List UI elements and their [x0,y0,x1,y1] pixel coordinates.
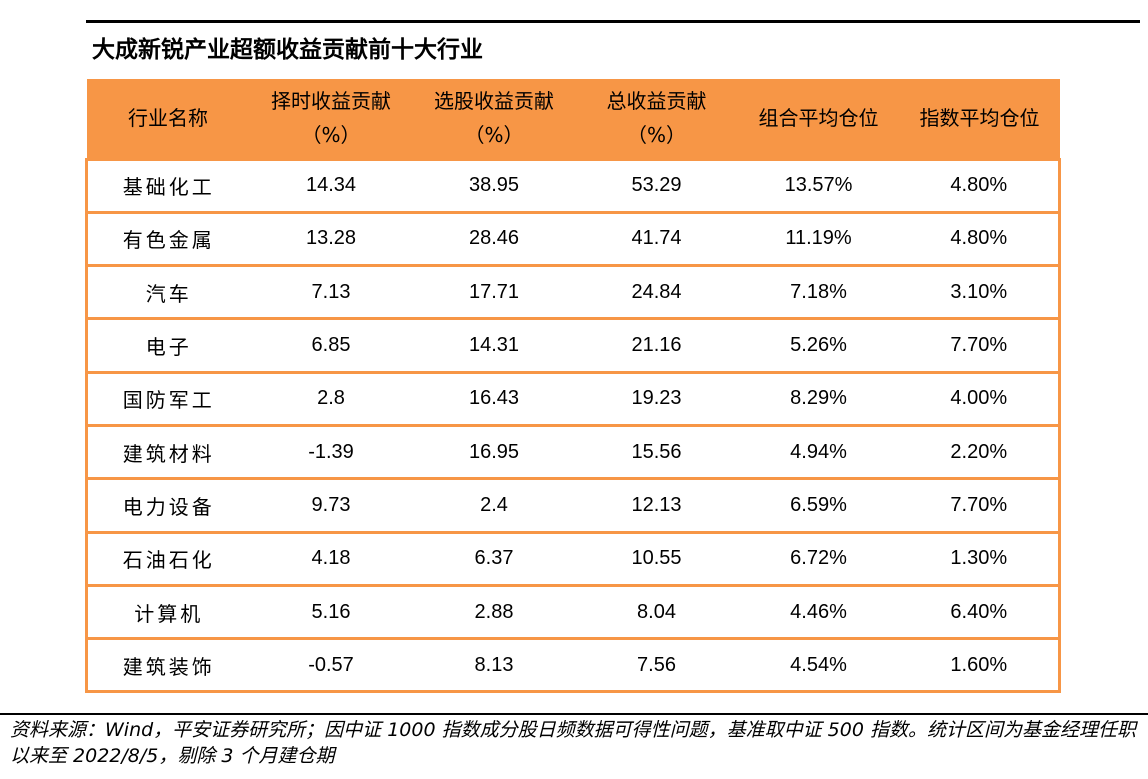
cell-timing: 14.34 [249,157,413,213]
cell-portfolio-weight: 4.54% [737,637,900,694]
table-row: 基础化工 14.34 38.95 53.29 13.57% 4.80% [85,157,1061,213]
header-timing-contribution: 择时收益贡献 （%） [250,79,413,159]
cell-selection: 17.71 [412,264,576,319]
cell-industry: 电子 [85,317,250,373]
cell-total: 10.55 [575,530,738,586]
table-row: 汽车 7.13 17.71 24.84 7.18% 3.10% [85,264,1061,319]
header-line1: 指数平均仓位 [919,106,1040,131]
cell-selection: 2.4 [412,477,576,533]
cell-portfolio-weight: 13.57% [737,157,900,213]
cell-selection: 2.88 [412,583,576,639]
header-portfolio-avg-weight: 组合平均仓位 [738,79,900,159]
cell-total: 8.04 [575,583,738,639]
cell-timing: 9.73 [249,477,413,533]
cell-timing: 2.8 [249,370,413,426]
table-title: 大成新锐产业超额收益贡献前十大行业 [92,37,483,63]
cell-industry: 汽车 [85,264,250,319]
header-index-avg-weight: 指数平均仓位 [900,79,1060,159]
header-line2: （%） [464,123,524,148]
header-selection-contribution: 选股收益贡献 （%） [413,79,576,159]
header-line1: 总收益贡献 [606,89,707,114]
cell-index-weight: 4.80% [899,157,1061,213]
cell-total: 41.74 [575,210,738,266]
cell-total: 7.56 [575,637,738,694]
cell-portfolio-weight: 7.18% [737,264,900,319]
table-row: 石油石化 4.18 6.37 10.55 6.72% 1.30% [85,530,1061,586]
industry-contribution-table: 行业名称 择时收益贡献 （%） 选股收益贡献 （%） 总收益贡献 （%） 组合平… [85,79,1061,694]
cell-total: 19.23 [575,370,738,426]
cell-timing: 4.18 [249,530,413,586]
cell-selection: 16.43 [412,370,576,426]
cell-portfolio-weight: 8.29% [737,370,900,426]
cell-industry: 有色金属 [85,210,250,266]
header-line1: 组合平均仓位 [758,106,879,131]
cell-selection: 6.37 [412,530,576,586]
cell-selection: 8.13 [412,637,576,694]
header-total-contribution: 总收益贡献 （%） [576,79,738,159]
table-row: 有色金属 13.28 28.46 41.74 11.19% 4.80% [85,210,1061,266]
cell-timing: -0.57 [249,637,413,694]
cell-index-weight: 4.80% [899,210,1061,266]
cell-timing: 5.16 [249,583,413,639]
cell-index-weight: 3.10% [899,264,1061,319]
header-line2: （%） [626,123,686,148]
cell-total: 15.56 [575,423,738,479]
table-row: 电力设备 9.73 2.4 12.13 6.59% 7.70% [85,477,1061,533]
cell-timing: -1.39 [249,423,413,479]
cell-total: 53.29 [575,157,738,213]
header-line1: 行业名称 [128,106,208,131]
header-line1: 选股收益贡献 [434,89,554,114]
cell-industry: 建筑材料 [85,423,250,479]
source-note: 资料来源：Wind，平安证券研究所；因中证 1000 指数成分股日频数据可得性问… [10,719,1136,767]
cell-selection: 16.95 [412,423,576,479]
cell-selection: 28.46 [412,210,576,266]
cell-selection: 14.31 [412,317,576,373]
bottom-rule [0,713,1148,715]
cell-portfolio-weight: 4.94% [737,423,900,479]
cell-total: 12.13 [575,477,738,533]
cell-selection: 38.95 [412,157,576,213]
cell-index-weight: 1.30% [899,530,1061,586]
table-row: 电子 6.85 14.31 21.16 5.26% 7.70% [85,317,1061,373]
cell-timing: 13.28 [249,210,413,266]
cell-industry: 国防军工 [85,370,250,426]
cell-index-weight: 6.40% [899,583,1061,639]
cell-industry: 计算机 [85,583,250,639]
cell-total: 21.16 [575,317,738,373]
cell-total: 24.84 [575,264,738,319]
header-industry-name: 行业名称 [87,79,250,159]
cell-timing: 6.85 [249,317,413,373]
cell-index-weight: 7.70% [899,317,1061,373]
cell-portfolio-weight: 6.72% [737,530,900,586]
cell-index-weight: 2.20% [899,423,1061,479]
cell-index-weight: 7.70% [899,477,1061,533]
header-line2: （%） [301,123,361,148]
cell-industry: 石油石化 [85,530,250,586]
table-row: 建筑材料 -1.39 16.95 15.56 4.94% 2.20% [85,423,1061,479]
header-line1: 择时收益贡献 [271,89,391,114]
cell-timing: 7.13 [249,264,413,319]
cell-portfolio-weight: 6.59% [737,477,900,533]
cell-index-weight: 1.60% [899,637,1061,694]
table-header-row: 行业名称 择时收益贡献 （%） 选股收益贡献 （%） 总收益贡献 （%） 组合平… [86,79,1060,159]
cell-portfolio-weight: 5.26% [737,317,900,373]
table-row: 建筑装饰 -0.57 8.13 7.56 4.54% 1.60% [85,637,1061,694]
top-rule [86,20,1140,23]
cell-index-weight: 4.00% [899,370,1061,426]
table-row: 计算机 5.16 2.88 8.04 4.46% 6.40% [85,583,1061,639]
cell-industry: 建筑装饰 [85,637,250,694]
cell-industry: 电力设备 [85,477,250,533]
cell-portfolio-weight: 11.19% [737,210,900,266]
cell-industry: 基础化工 [85,157,250,213]
cell-portfolio-weight: 4.46% [737,583,900,639]
table-row: 国防军工 2.8 16.43 19.23 8.29% 4.00% [85,370,1061,426]
